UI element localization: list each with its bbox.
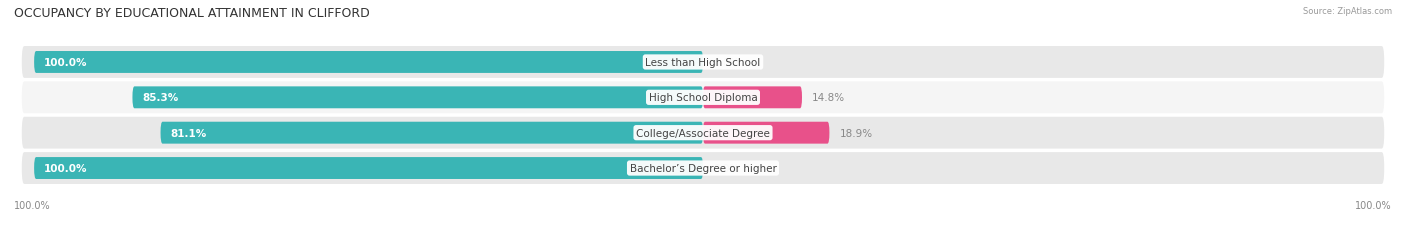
Text: 100.0%: 100.0% (44, 163, 87, 173)
FancyBboxPatch shape (21, 116, 1385, 150)
Text: 18.9%: 18.9% (839, 128, 873, 138)
Text: Bachelor’s Degree or higher: Bachelor’s Degree or higher (630, 163, 776, 173)
Text: High School Diploma: High School Diploma (648, 93, 758, 103)
Text: OCCUPANCY BY EDUCATIONAL ATTAINMENT IN CLIFFORD: OCCUPANCY BY EDUCATIONAL ATTAINMENT IN C… (14, 7, 370, 20)
Text: 81.1%: 81.1% (170, 128, 207, 138)
Text: Source: ZipAtlas.com: Source: ZipAtlas.com (1303, 7, 1392, 16)
FancyBboxPatch shape (703, 122, 830, 144)
FancyBboxPatch shape (703, 87, 801, 109)
Text: 85.3%: 85.3% (142, 93, 179, 103)
FancyBboxPatch shape (132, 87, 703, 109)
Text: 14.8%: 14.8% (813, 93, 845, 103)
Text: College/Associate Degree: College/Associate Degree (636, 128, 770, 138)
Text: 0.0%: 0.0% (713, 58, 740, 68)
Text: 100.0%: 100.0% (44, 58, 87, 68)
Text: Less than High School: Less than High School (645, 58, 761, 68)
Text: 100.0%: 100.0% (14, 200, 51, 210)
Text: 0.0%: 0.0% (713, 163, 740, 173)
FancyBboxPatch shape (34, 52, 703, 74)
FancyBboxPatch shape (21, 81, 1385, 115)
FancyBboxPatch shape (21, 46, 1385, 80)
FancyBboxPatch shape (34, 157, 703, 179)
FancyBboxPatch shape (160, 122, 703, 144)
FancyBboxPatch shape (21, 151, 1385, 185)
Text: 100.0%: 100.0% (1355, 200, 1392, 210)
